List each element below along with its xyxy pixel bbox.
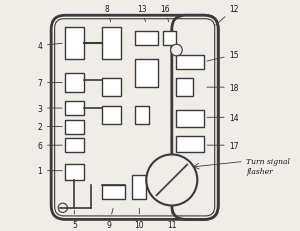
Bar: [65, 164, 84, 180]
FancyBboxPatch shape: [172, 16, 218, 219]
Bar: [163, 32, 176, 46]
Text: 7: 7: [37, 79, 62, 88]
Bar: [176, 79, 193, 97]
Text: 1: 1: [37, 167, 62, 175]
Bar: [176, 55, 204, 69]
Circle shape: [171, 45, 182, 57]
FancyBboxPatch shape: [51, 16, 218, 219]
Text: 14: 14: [207, 113, 239, 122]
Text: 10: 10: [134, 208, 144, 228]
Bar: [135, 60, 158, 88]
Bar: [102, 106, 121, 125]
Text: 18: 18: [207, 83, 239, 92]
Bar: [65, 28, 84, 60]
Bar: [102, 185, 125, 199]
Text: 2: 2: [37, 123, 62, 131]
Bar: [132, 176, 146, 199]
Text: 17: 17: [207, 141, 239, 150]
Bar: [102, 28, 121, 60]
Bar: [102, 79, 121, 97]
Text: 6: 6: [37, 141, 62, 150]
Bar: [65, 74, 84, 92]
Bar: [176, 136, 204, 152]
Bar: [135, 32, 158, 46]
Text: 3: 3: [37, 104, 62, 113]
Text: 12: 12: [216, 5, 239, 26]
Text: 4: 4: [37, 42, 62, 51]
Text: 15: 15: [207, 51, 239, 62]
Circle shape: [146, 155, 197, 206]
Bar: [65, 120, 84, 134]
Text: 13: 13: [137, 5, 146, 23]
Circle shape: [58, 203, 68, 213]
Bar: [65, 102, 84, 116]
Text: 9: 9: [107, 208, 113, 228]
Text: 11: 11: [167, 211, 177, 228]
Bar: [65, 139, 84, 152]
Text: 5: 5: [72, 211, 77, 228]
Bar: [176, 111, 204, 127]
Text: Turn signal
flasher: Turn signal flasher: [246, 158, 290, 175]
Bar: [135, 106, 148, 125]
Text: 16: 16: [160, 5, 170, 23]
Text: 8: 8: [104, 5, 111, 23]
